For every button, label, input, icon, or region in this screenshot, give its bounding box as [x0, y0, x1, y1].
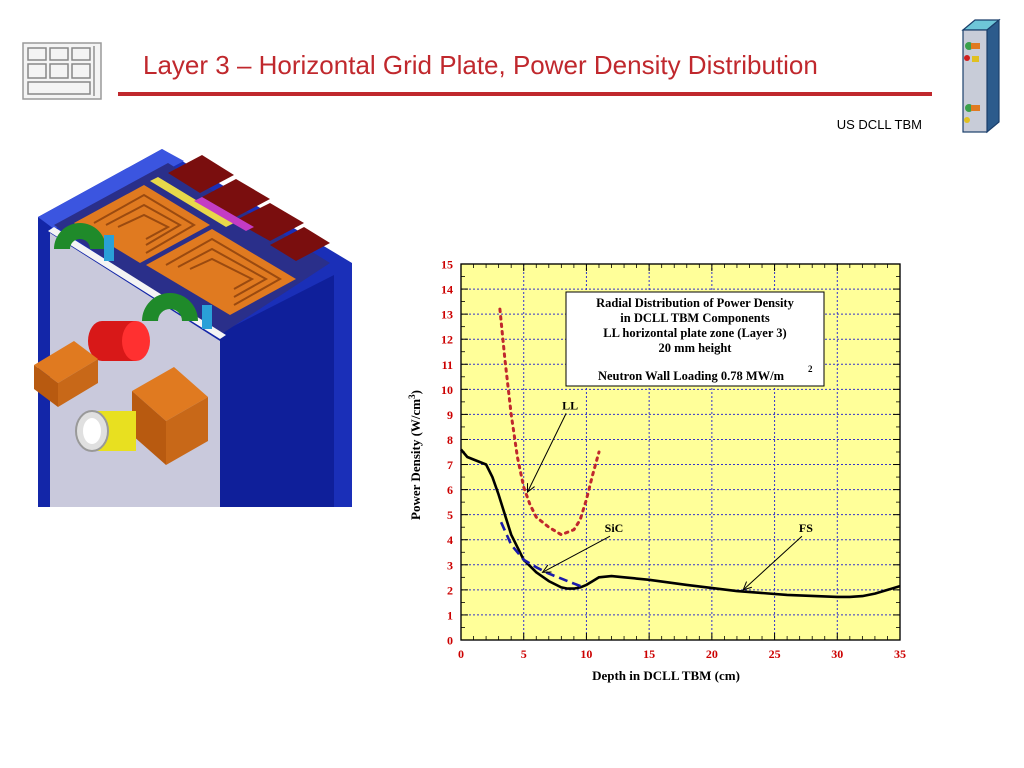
x-tick-label: 20 — [706, 647, 718, 661]
annotation-fs-arrow — [742, 535, 803, 591]
y-tick-label: 15 — [441, 258, 453, 272]
y-tick-label: 3 — [447, 558, 453, 572]
x-tick-label: 5 — [521, 647, 527, 661]
y-tick-label: 10 — [441, 383, 453, 397]
x-tick-label: 15 — [643, 647, 655, 661]
annotation-sic-arrow — [542, 535, 611, 573]
y-axis-label-sup: 3 — [407, 394, 417, 399]
y-tick-label: 1 — [447, 608, 453, 622]
chart-title-line-2: in DCLL TBM Components — [620, 311, 770, 325]
y-tick-label: 0 — [447, 634, 453, 648]
y-tick-label: 12 — [441, 333, 453, 347]
y-tick-label: 8 — [447, 433, 453, 447]
x-tick-label: 35 — [894, 647, 906, 661]
facility-logo-icon — [22, 42, 102, 100]
series-fs-line — [460, 448, 901, 599]
annotations: LL SiC FS — [526, 398, 813, 591]
tbm-module-icon — [961, 18, 1001, 134]
y-tick-label: 6 — [447, 483, 453, 497]
x-tick-labels: 0 5 10 15 20 25 30 35 — [458, 647, 906, 661]
series-ll-line — [498, 307, 601, 537]
chart-title-line-3: LL horizontal plate zone (Layer 3) — [603, 326, 786, 340]
x-axis-label: Depth in DCLL TBM (cm) — [592, 668, 740, 683]
chart-title-line-4: 20 mm height — [659, 341, 733, 355]
y-tick-label: 9 — [447, 408, 453, 422]
y-tick-label: 14 — [441, 283, 453, 297]
y-tick-label: 2 — [447, 583, 453, 597]
chart-title-line-1: Radial Distribution of Power Density — [596, 296, 794, 310]
tbm-3d-model-illustration — [34, 149, 352, 507]
annotation-sic-arrowhead — [541, 564, 552, 573]
y-tick-label: 5 — [447, 508, 453, 522]
x-tick-label: 30 — [831, 647, 843, 661]
series-lines — [460, 307, 901, 599]
chart-title-line-5: Neutron Wall Loading 0.78 MW/m — [598, 369, 785, 383]
chart-title-box — [565, 291, 825, 387]
slide-subtitle: US DCLL TBM — [836, 117, 922, 132]
annotation-sic-label: SiC — [605, 521, 624, 535]
y-tick-label: 7 — [447, 458, 453, 472]
y-axis-label-main: Power Density (W/cm — [408, 399, 423, 520]
annotation-fs-arrowhead — [742, 581, 752, 591]
y-axis-label: Power Density (W/cm3) — [407, 390, 423, 520]
chart-title-superscript: 2 — [808, 364, 813, 374]
grid-lines — [461, 264, 900, 640]
chart-frame — [460, 263, 901, 641]
annotation-fs-label: FS — [799, 521, 813, 535]
annotation-ll-label: LL — [562, 398, 578, 412]
y-axis-label-end: ) — [408, 390, 423, 394]
annotation-ll-arrowhead — [526, 483, 535, 494]
y-tick-label: 4 — [447, 533, 453, 547]
slide-title: Layer 3 – Horizontal Grid Plate, Power D… — [143, 50, 818, 80]
x-tick-label: 0 — [458, 647, 464, 661]
title-divider — [118, 92, 932, 96]
y-axis-label-group: Power Density (W/cm3) — [407, 390, 423, 520]
x-tick-label: 25 — [769, 647, 781, 661]
annotation-ll-arrow — [527, 413, 567, 493]
x-tick-label: 10 — [580, 647, 592, 661]
y-tick-label: 11 — [442, 358, 453, 372]
y-tick-label: 13 — [441, 308, 453, 322]
